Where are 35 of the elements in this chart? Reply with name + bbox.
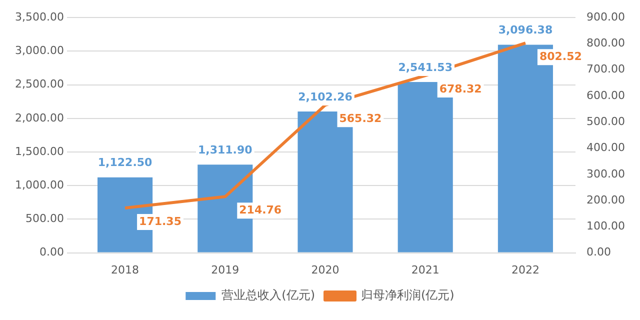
y2-tick-label: 600.00 (586, 88, 626, 102)
data-label: 802.52 (539, 50, 582, 63)
data-label: 2,102.26 (298, 90, 353, 104)
y-tick-label: 3,000.00 (15, 44, 64, 58)
y2-tick-label: 500.00 (586, 114, 626, 128)
y-tick-label: 2,500.00 (15, 78, 64, 91)
data-label: 565.32 (339, 112, 382, 125)
data-label: 1,311.90 (198, 144, 253, 156)
data-label: 678.32 (439, 82, 482, 96)
y2-tick-label: 300.00 (586, 167, 626, 180)
y-tick-label: 1,000.00 (15, 178, 64, 192)
x-tick-label: 2018 (111, 263, 140, 276)
data-label: 1,122.50 (98, 156, 153, 170)
data-label: 2,541.53 (398, 60, 452, 74)
y2-tick-label: 800.00 (586, 36, 626, 50)
y2-tick-label: 100.00 (586, 220, 626, 233)
x-tick-label: 2022 (511, 263, 540, 276)
y-tick-label: 0.00 (39, 246, 64, 259)
y-tick-label: 2,000.00 (15, 111, 64, 124)
y-tick-label: 1,500.00 (15, 144, 64, 158)
data-label: 3,096.38 (498, 24, 553, 37)
y2-tick-label: 700.00 (586, 62, 626, 76)
legend-label: 归母净利润(亿元) (361, 288, 454, 302)
legend-label: 营业总收入(亿元) (222, 288, 316, 302)
x-tick-label: 2021 (411, 263, 440, 276)
x-tick-label: 2020 (311, 263, 340, 276)
y2-tick-label: 900.00 (586, 10, 626, 24)
y2-tick-label: 400.00 (586, 141, 626, 154)
y2-tick-label: 200.00 (586, 193, 626, 206)
data-label: 214.76 (239, 204, 282, 217)
y-tick-label: 3,500.00 (15, 10, 64, 24)
y2-tick-label: 0.00 (586, 246, 612, 259)
x-tick-label: 2019 (211, 263, 240, 276)
y-tick-label: 500.00 (25, 212, 64, 226)
data-label: 171.35 (139, 214, 182, 228)
